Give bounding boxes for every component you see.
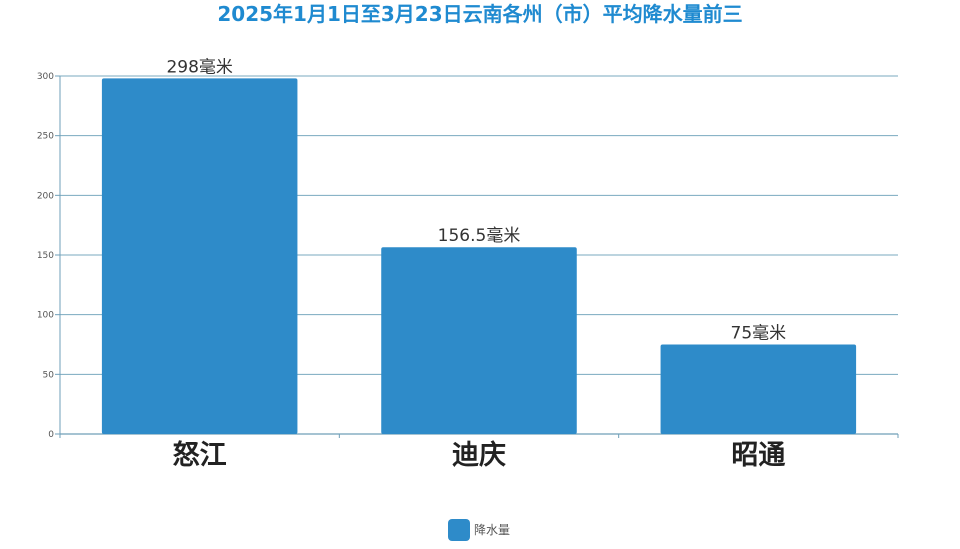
- chart-title: 2025年1月1日至3月23日云南各州（市）平均降水量前三: [217, 2, 742, 26]
- data-label: 156.5毫米: [438, 226, 521, 246]
- data-label: 298毫米: [166, 57, 232, 77]
- category-label: 怒江: [173, 440, 227, 471]
- category-label: 昭通: [731, 440, 785, 471]
- y-tick-label: 250: [37, 132, 54, 142]
- bar-0[interactable]: [101, 78, 298, 435]
- legend-swatch[interactable]: [448, 519, 470, 541]
- y-tick-label: 0: [48, 430, 54, 440]
- bars: [101, 78, 857, 435]
- bar-2[interactable]: [660, 344, 857, 435]
- y-tick-label: 300: [37, 72, 54, 82]
- bar-1[interactable]: [381, 247, 577, 434]
- category-label: 迪庆: [452, 439, 506, 471]
- legend[interactable]: 降水量: [448, 519, 510, 541]
- y-tick-label: 50: [43, 370, 55, 380]
- y-tick-label: 100: [37, 311, 54, 321]
- data-label: 75毫米: [731, 324, 787, 344]
- legend-label[interactable]: 降水量: [474, 523, 510, 537]
- y-tick-label: 150: [37, 251, 54, 261]
- y-tick-label: 200: [37, 191, 54, 201]
